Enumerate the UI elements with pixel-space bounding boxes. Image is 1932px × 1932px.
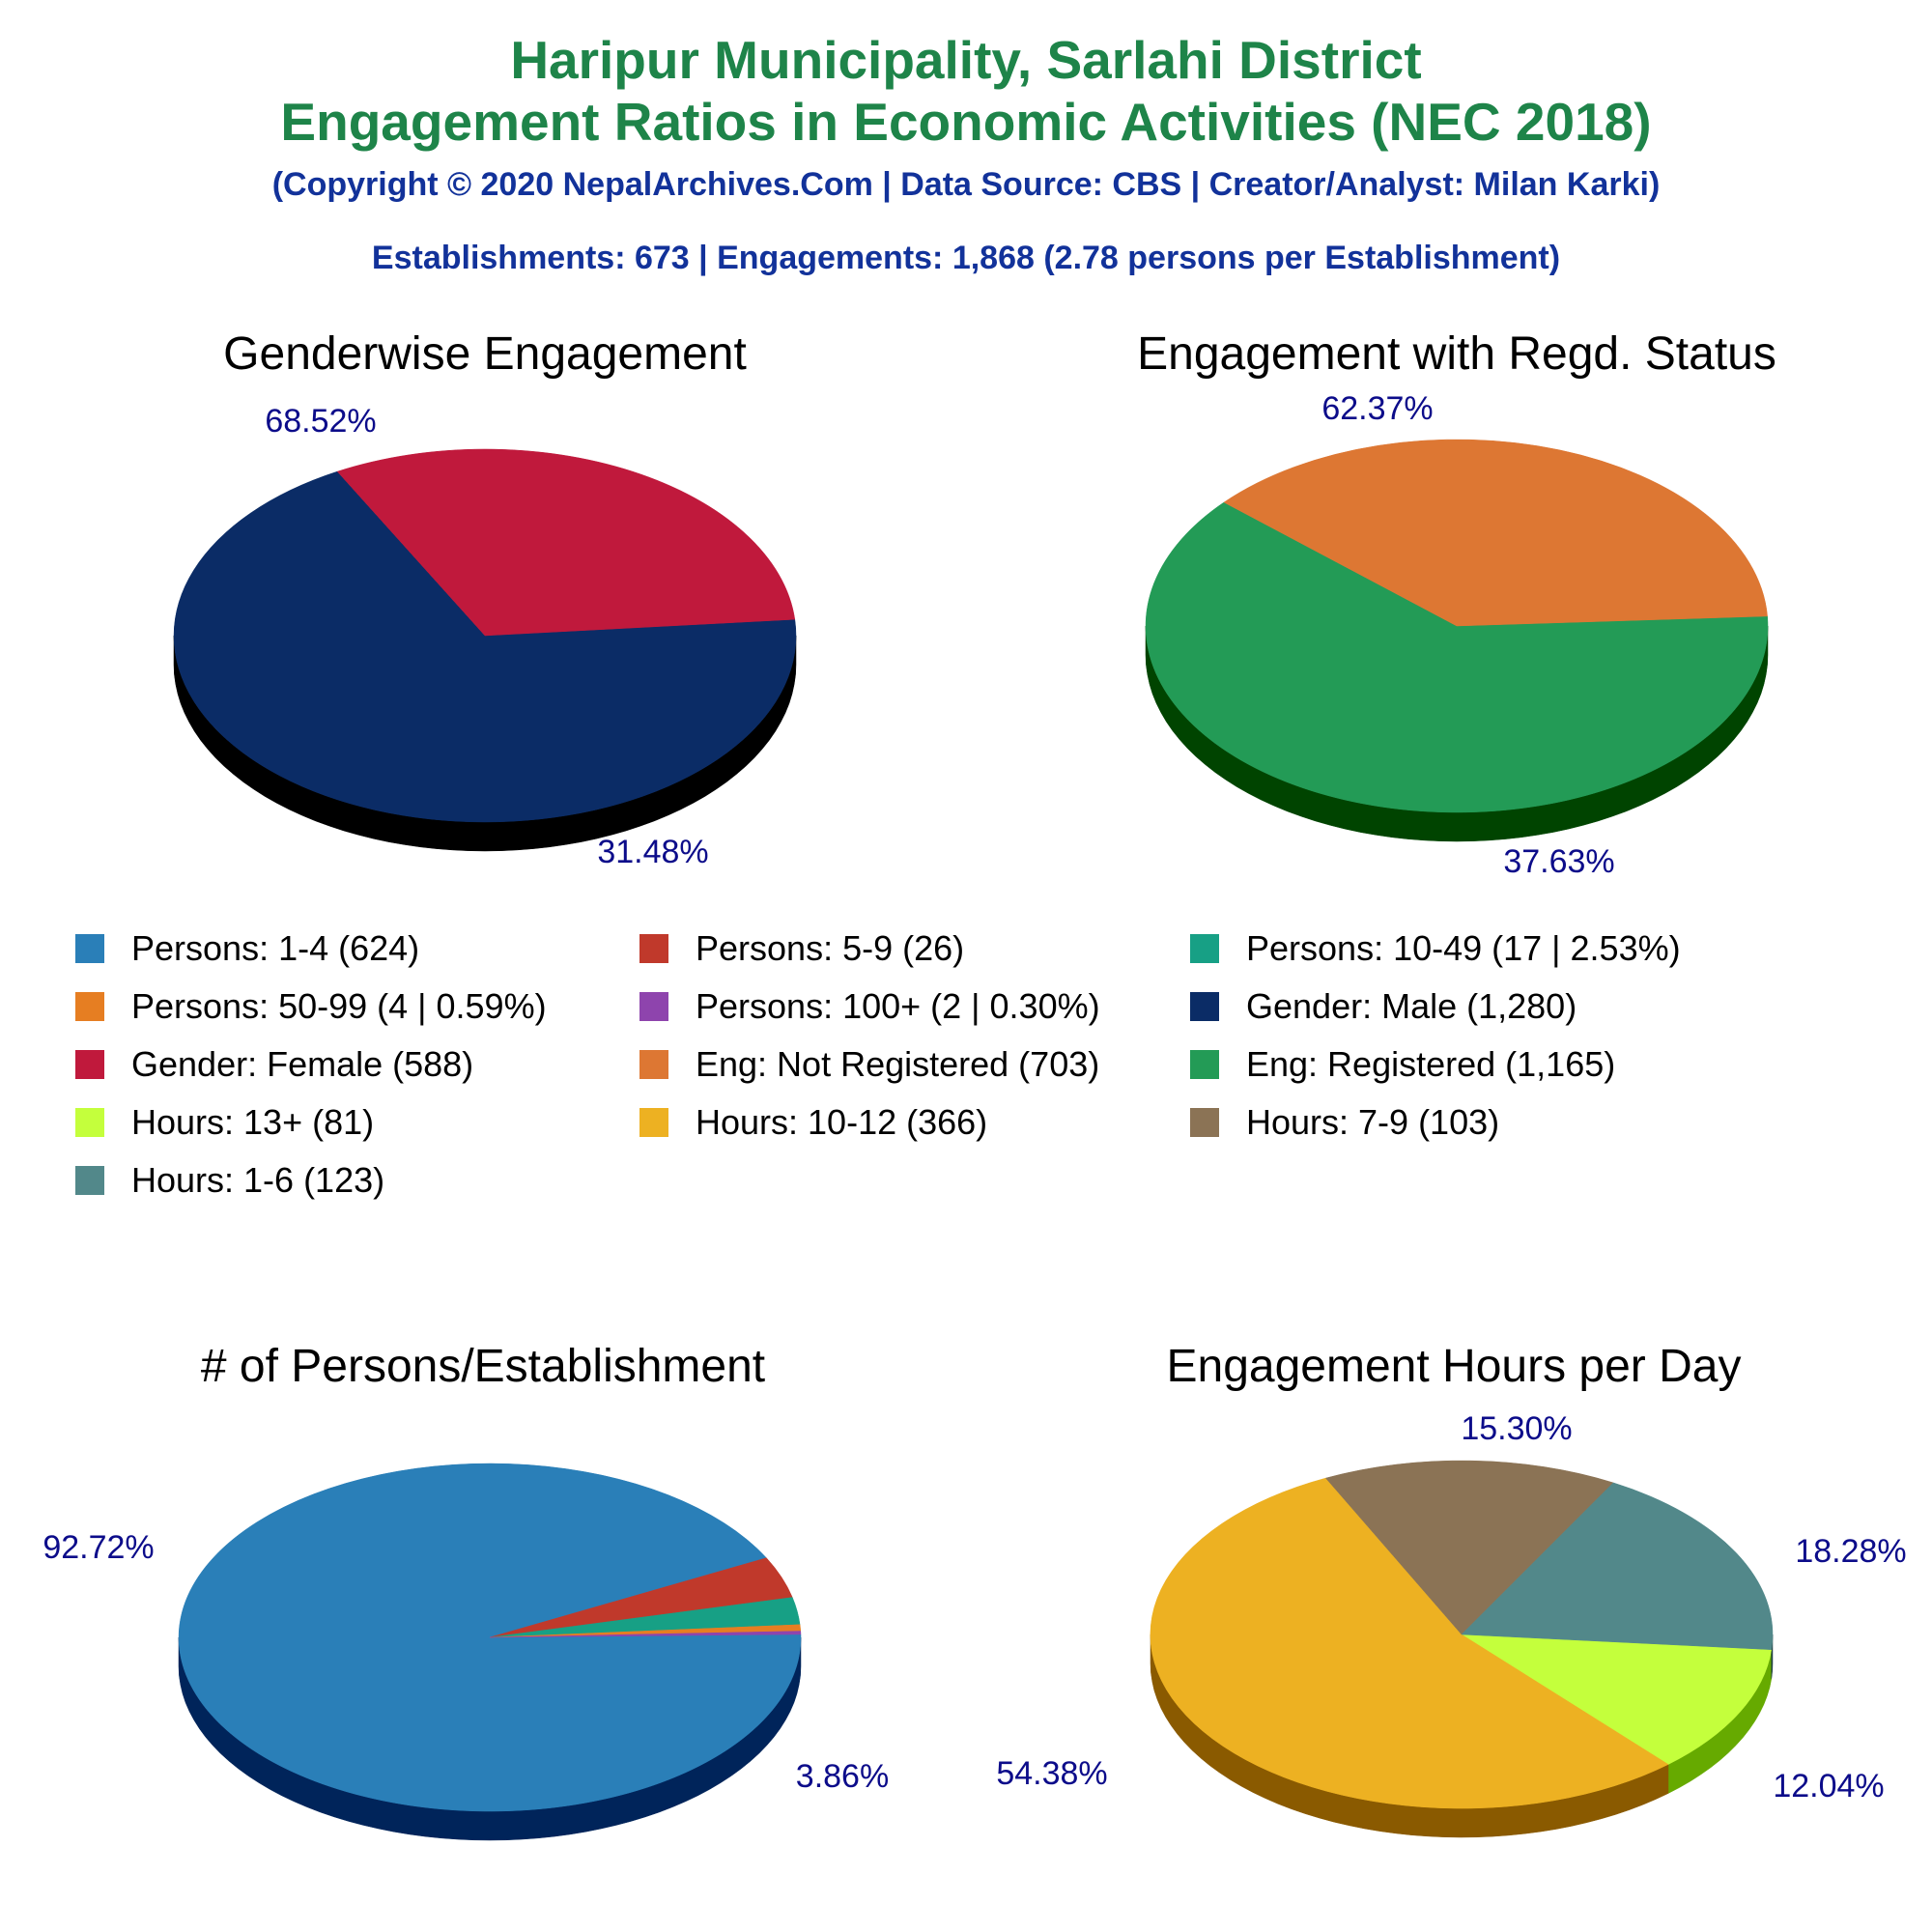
main-title-line1: Haripur Municipality, Sarlahi District xyxy=(510,30,1422,90)
legend-item: Eng: Registered (1,165) xyxy=(1190,1043,1615,1086)
legend-item: Persons: 100+ (2 | 0.30%) xyxy=(639,985,1100,1028)
legend-swatch xyxy=(1190,934,1219,963)
pie-slice xyxy=(1461,1634,1773,1765)
legend-label: Persons: 5-9 (26) xyxy=(696,928,965,968)
legend-swatch xyxy=(1190,1050,1219,1079)
legend-swatch xyxy=(639,1108,668,1137)
legend-label: Persons: 1-4 (624) xyxy=(131,928,420,968)
legend-swatch xyxy=(1190,992,1219,1021)
pie-chart-2: Engagement with Regd. Status 62.37% 37.63% xyxy=(1137,328,1776,880)
legend-swatch xyxy=(639,934,668,963)
pie-slice xyxy=(1223,439,1768,627)
legend-item: Gender: Female (588) xyxy=(75,1043,473,1086)
pie-percent-label: 18.28% xyxy=(1795,1533,1906,1570)
summary-line: Establishments: 673 | Engagements: 1,868… xyxy=(371,240,1561,276)
legend-item: Persons: 10-49 (17 | 2.53%) xyxy=(1190,927,1681,970)
legend-swatch xyxy=(75,1108,104,1137)
legend-swatch xyxy=(75,934,104,963)
legend-item: Hours: 13+ (81) xyxy=(75,1101,374,1144)
legend-label: Persons: 10-49 (17 | 2.53%) xyxy=(1246,928,1681,968)
legend-label: Hours: 7-9 (103) xyxy=(1246,1102,1500,1142)
legend-swatch xyxy=(75,1166,104,1195)
legend-label: Eng: Registered (1,165) xyxy=(1246,1044,1616,1084)
pie-title: # of Persons/Establishment xyxy=(201,1341,765,1392)
pie-slice xyxy=(1150,1477,1669,1809)
main-title-line2: Engagement Ratios in Economic Activities… xyxy=(280,92,1652,152)
legend: Persons: 1-4 (624) Persons: 5-9 (26) Perso… xyxy=(0,927,1932,1217)
pie-percent-label: 68.52% xyxy=(265,403,376,440)
pie-percent-label: 31.48% xyxy=(597,834,708,870)
copyright-line: (Copyright © 2020 NepalArchives.Com | Da… xyxy=(271,166,1661,203)
legend-label: Eng: Not Registered (703) xyxy=(696,1044,1100,1084)
pie-percent-label: 54.38% xyxy=(996,1755,1107,1792)
legend-label: Persons: 100+ (2 | 0.30%) xyxy=(696,986,1100,1026)
legend-label: Persons: 50-99 (4 | 0.59%) xyxy=(131,986,547,1026)
pie-title: Engagement Hours per Day xyxy=(1167,1341,1742,1392)
legend-item: Hours: 7-9 (103) xyxy=(1190,1101,1499,1144)
pie-chart-3: # of Persons/Establishment 92.72% 3.86% xyxy=(43,1341,889,1841)
legend-label: Hours: 13+ (81) xyxy=(131,1102,375,1142)
pie-slice xyxy=(1324,1460,1614,1635)
pie-title: Genderwise Engagement xyxy=(223,328,747,380)
pie-slice xyxy=(1461,1482,1774,1650)
legend-swatch xyxy=(75,992,104,1021)
legend-label: Gender: Male (1,280) xyxy=(1246,986,1577,1026)
legend-item: Persons: 5-9 (26) xyxy=(639,927,964,970)
legend-item: Persons: 50-99 (4 | 0.59%) xyxy=(75,985,547,1028)
pie-percent-label: 92.72% xyxy=(43,1529,154,1566)
pie-slice xyxy=(336,448,796,637)
pie-slice xyxy=(1145,501,1769,813)
legend-item: Eng: Not Registered (703) xyxy=(639,1043,1099,1086)
pie-percent-label: 3.86% xyxy=(796,1758,889,1795)
legend-item: Persons: 1-4 (624) xyxy=(75,927,419,970)
legend-item: Hours: 1-6 (123) xyxy=(75,1159,384,1202)
legend-label: Gender: Female (588) xyxy=(131,1044,474,1084)
pie-slice xyxy=(173,470,797,823)
pie-percent-label: 62.37% xyxy=(1321,390,1433,427)
pie-chart-1: Genderwise Engagement 68.52% 31.48% xyxy=(173,328,797,870)
pie-chart-4: Engagement Hours per Day 12.04% 54.38% 15.3… xyxy=(996,1341,1907,1838)
legend-swatch xyxy=(639,992,668,1021)
legend-swatch xyxy=(75,1050,104,1079)
pie-percent-label: 12.04% xyxy=(1773,1768,1884,1804)
pie-percent-label: 37.63% xyxy=(1503,843,1614,880)
pie-title: Engagement with Regd. Status xyxy=(1137,328,1776,380)
pie-slice xyxy=(489,1631,802,1638)
legend-item: Hours: 10-12 (366) xyxy=(639,1101,987,1144)
legend-swatch xyxy=(1190,1108,1219,1137)
legend-label: Hours: 10-12 (366) xyxy=(696,1102,988,1142)
pie-percent-label: 15.30% xyxy=(1461,1410,1572,1447)
legend-label: Hours: 1-6 (123) xyxy=(131,1160,385,1200)
legend-swatch xyxy=(639,1050,668,1079)
legend-item: Gender: Male (1,280) xyxy=(1190,985,1577,1028)
